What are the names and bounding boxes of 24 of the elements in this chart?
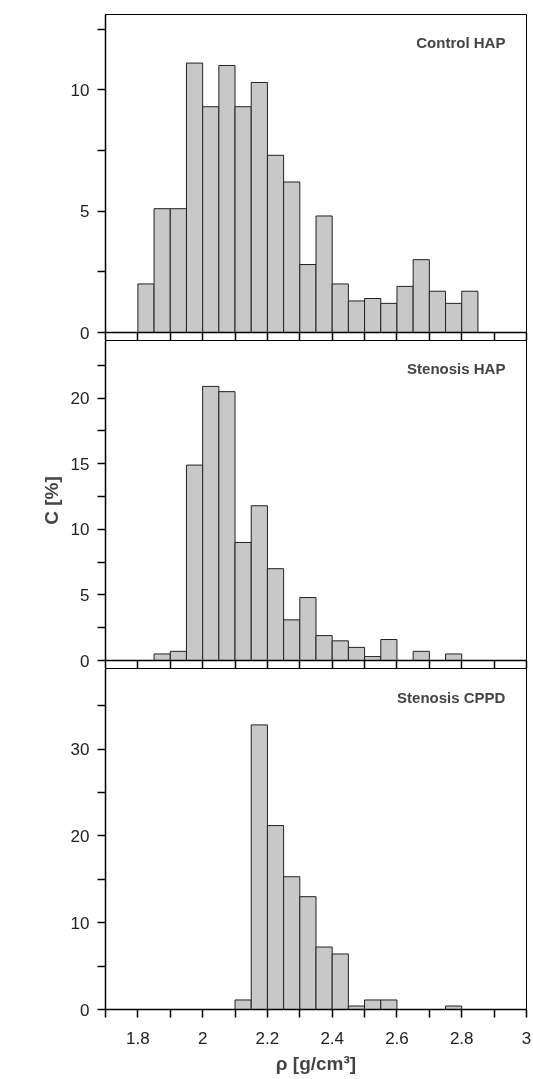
y-tick-label: 20 (70, 826, 90, 846)
x-tick-label: 1.8 (126, 1028, 150, 1048)
y-tick-label: 5 (80, 585, 90, 605)
y-tick-label: 10 (70, 520, 90, 540)
y-tick-label: 5 (80, 202, 90, 222)
x-tick-label: 2.2 (255, 1028, 280, 1048)
x-tick-label: 2 (197, 1028, 208, 1048)
x-tick-label: 2.4 (320, 1028, 345, 1048)
x-tick-label: 2.6 (385, 1028, 409, 1048)
text: Stenosis HAP (407, 359, 506, 377)
y-tick-label: 0 (80, 651, 90, 671)
y-tick-label: 20 (70, 389, 90, 409)
text: Control HAP (416, 33, 506, 51)
y-tick-label: 0 (80, 1000, 90, 1020)
y-axis-title: C [%] (40, 476, 62, 525)
y-tick-label: 30 (70, 740, 90, 760)
text: Stenosis CPPD (397, 688, 506, 706)
x-tick-label: 2.8 (449, 1028, 474, 1048)
x-axis-title: ρ [g/cm³] (275, 1052, 357, 1074)
y-tick-label: 10 (70, 80, 90, 100)
y-tick-label: 15 (70, 454, 90, 474)
x-tick-label: 3 (521, 1028, 532, 1048)
y-tick-label: 10 (70, 913, 90, 933)
y-tick-label: 0 (80, 323, 90, 343)
